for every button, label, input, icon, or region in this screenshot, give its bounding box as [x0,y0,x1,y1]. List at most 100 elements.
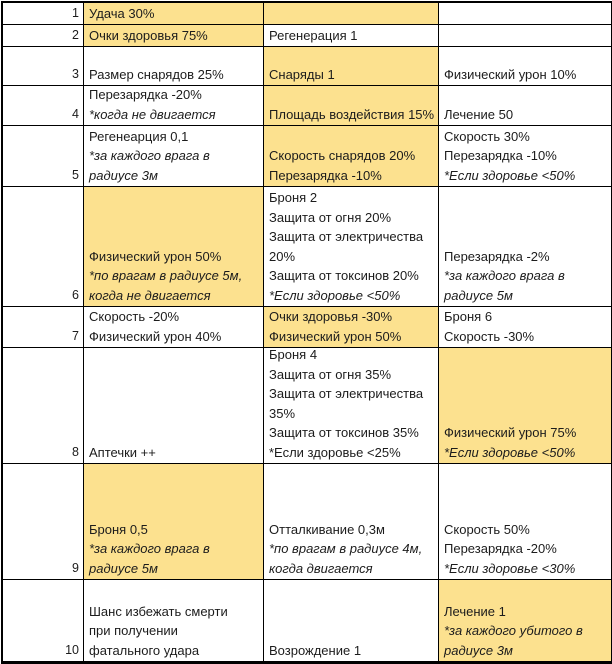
cell-r9-c2[interactable]: Отталкивание 0,3м *по врагам в радиусе 4м… [264,464,438,579]
cell-line: Лечение 50 [444,106,514,122]
cell-line: Перезарядка -10% [269,167,382,183]
cell-line: Регенеарция 0,1 [89,128,189,144]
cell-line: *Если здоровье <50% [444,444,576,460]
cell-line: Размер снарядов 25% [89,66,224,82]
cell-r6-c2[interactable]: Броня 2 Защита от огня 20% Защита от элект… [264,187,438,306]
cell-line: Броня 0,5 [89,521,148,537]
cell-line: Броня 4 [269,348,318,362]
cell-line: радиусе 5м [444,287,513,303]
cell-line: Скорость -20% [89,309,180,324]
cell-line: радиусе 3м [89,167,158,183]
cell-line: Защита от токсинов 20% [269,268,419,283]
cell-r1-c1[interactable]: Удача 30% [84,3,263,24]
cell-line: *за каждого врага в [89,541,210,556]
cell-r2-c3[interactable] [439,25,611,46]
cell-r4-c1[interactable]: Перезарядка -20% *когда не двигается [84,86,263,125]
cell-r8-c3[interactable]: Физический урон 75% *Если здоровье <50% [439,348,611,463]
cell-r8-c1[interactable]: Аптечки ++ [84,348,263,463]
cell-r1-c3[interactable] [439,3,611,24]
row-number-label: 10 [65,642,79,657]
cell-line: фатального удара [89,642,200,658]
cell-line: Броня 2 [269,190,318,205]
row-number-label: 2 [72,27,79,42]
cell-line: Перезарядка -2% [444,248,550,264]
cell-line: Защита от огня 20% [269,209,392,225]
cell-line: Очки здоровья -30% [269,309,393,324]
cell-line: Регенерация 1 [269,27,358,43]
row-number-label: 4 [72,106,79,121]
row-number-9[interactable]: 9 [3,464,83,579]
cell-r5-c1[interactable]: Регенеарция 0,1 *за каждого врага в радиус… [84,126,263,186]
cell-r6-c1[interactable]: Физический урон 50% *по врагам в радиусе … [84,187,263,306]
cell-line: *Если здоровье <50% [269,287,401,303]
cell-line: Шанс избежать смерти [89,603,228,619]
cell-line: Перезарядка -20% [444,541,557,556]
cell-line: *Если здоровье <30% [444,560,576,576]
cell-r2-c1[interactable]: Очки здоровья 75% [84,25,263,46]
cell-r3-c1[interactable]: Размер снарядов 25% [84,47,263,85]
cell-line: 20% [269,248,296,264]
cell-line: Снаряды 1 [269,66,335,82]
cell-r3-c3[interactable]: Физический урон 10% [439,47,611,85]
cell-r7-c1[interactable]: Скорость -20% Физический урон 40% [84,307,263,347]
row-number-2[interactable]: 2 [3,25,83,46]
cell-line: Аптечки ++ [89,444,156,460]
cell-line: Броня 6 [444,309,493,324]
cell-r10-c1[interactable]: Шанс избежать смерти при получении фатальн… [84,580,263,661]
row-number-label: 6 [72,287,79,302]
cell-line: *Если здоровье <50% [444,167,576,183]
row-number-8[interactable]: 8 [3,348,83,463]
cell-r9-c1[interactable]: Броня 0,5 *за каждого врага в радиусе 5м [84,464,263,579]
cell-r4-c3[interactable]: Лечение 50 [439,86,611,125]
cell-line: Скорость -30% [444,328,535,344]
cell-line: Физический урон 75% [444,425,577,440]
cell-line: Перезарядка -20% [89,87,202,102]
cell-r10-c3[interactable]: Лечение 1 *за каждого убитого в радиусе 3м [439,580,611,661]
cell-line: Скорость 50% [444,521,530,537]
row-number-6[interactable]: 6 [3,187,83,306]
cell-r9-c3[interactable]: Скорость 50% Перезарядка -20% *Если здоров… [439,464,611,579]
cell-line: Площадь воздействия 15% [269,106,435,122]
cell-line: *за каждого врага в [89,148,210,163]
cell-line: *по врагам в радиусе 4м, [269,541,423,556]
cell-r4-c2[interactable]: Площадь воздействия 15% [264,86,438,125]
cell-line: радиусе 3м [444,642,513,658]
cell-r3-c2[interactable]: Снаряды 1 [264,47,438,85]
cell-r6-c3[interactable]: Перезарядка -2% *за каждого врага в радиус… [439,187,611,306]
cell-line: 35% [269,405,296,421]
row-number-4[interactable]: 4 [3,86,83,125]
row-number-label: 7 [72,328,79,343]
cell-line: Скорость снарядов 20% [269,148,416,163]
row-number-10[interactable]: 10 [3,580,83,661]
row-number-label: 1 [72,5,79,20]
cell-line: Физический урон 50% [89,248,222,264]
cell-line: радиусе 5м [89,560,158,576]
cell-line: Защита от токсинов 35% [269,425,419,440]
row-number-label: 3 [72,66,79,81]
cell-r5-c3[interactable]: Скорость 30% Перезарядка -10% *Если здоров… [439,126,611,186]
cell-line: Удача 30% [89,5,155,21]
cell-r7-c3[interactable]: Броня 6 Скорость -30% [439,307,611,347]
row-number-label: 8 [72,444,79,459]
cell-r8-c2[interactable]: Броня 4 Защита от огня 35% Защита от элект… [264,348,438,463]
cell-r10-c2[interactable]: Возрождение 1 [264,580,438,661]
cell-line: Физический урон 40% [89,328,222,344]
cell-line: Физический урон 50% [269,328,402,344]
cell-r5-c2[interactable]: Скорость снарядов 20% Перезарядка -10% [264,126,438,186]
cell-line: Лечение 1 [444,603,506,619]
row-number-label: 5 [72,167,79,182]
cell-line: Возрождение 1 [269,642,362,658]
cell-line: Скорость 30% [444,128,530,144]
row-number-3[interactable]: 3 [3,47,83,85]
cell-r1-c2[interactable] [264,3,438,24]
row-number-1[interactable]: 1 [3,3,83,24]
cell-line: *за каждого убитого в [444,623,583,638]
cell-r2-c2[interactable]: Регенерация 1 [264,25,438,46]
row-number-5[interactable]: 5 [3,126,83,186]
row-number-7[interactable]: 7 [3,307,83,347]
cell-line: *когда не двигается [89,106,216,122]
cell-line: Защита от электричества [269,229,424,244]
cell-r7-c2[interactable]: Очки здоровья -30% Физический урон 50% [264,307,438,347]
